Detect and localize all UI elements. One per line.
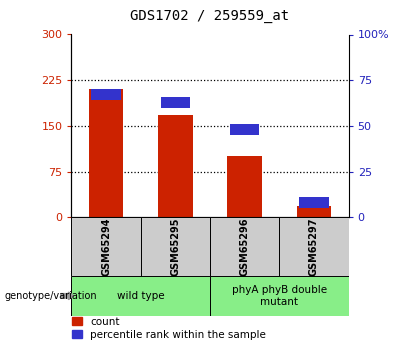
- Bar: [158, 115, 193, 217]
- Bar: [230, 124, 260, 135]
- Text: GSM65296: GSM65296: [240, 217, 249, 276]
- Text: wild type: wild type: [117, 291, 165, 301]
- Text: GSM65295: GSM65295: [171, 217, 180, 276]
- FancyBboxPatch shape: [210, 276, 349, 316]
- Text: phyA phyB double
mutant: phyA phyB double mutant: [232, 285, 327, 307]
- FancyBboxPatch shape: [71, 276, 210, 316]
- Bar: [299, 197, 329, 208]
- FancyBboxPatch shape: [141, 217, 210, 276]
- Text: GSM65297: GSM65297: [309, 217, 319, 276]
- Bar: [297, 206, 331, 217]
- FancyBboxPatch shape: [279, 217, 349, 276]
- Legend: count, percentile rank within the sample: count, percentile rank within the sample: [72, 317, 266, 340]
- Bar: [91, 89, 121, 100]
- Text: GSM65294: GSM65294: [101, 217, 111, 276]
- FancyBboxPatch shape: [210, 217, 279, 276]
- FancyBboxPatch shape: [71, 217, 141, 276]
- Bar: [89, 89, 123, 217]
- Text: GDS1702 / 259559_at: GDS1702 / 259559_at: [131, 9, 289, 23]
- Bar: [227, 156, 262, 217]
- Bar: [160, 97, 190, 108]
- Text: genotype/variation: genotype/variation: [4, 291, 97, 301]
